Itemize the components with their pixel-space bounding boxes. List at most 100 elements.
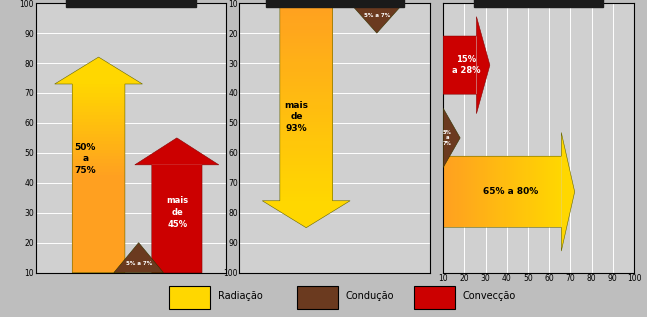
Polygon shape xyxy=(72,238,125,241)
Bar xyxy=(298,286,338,309)
Polygon shape xyxy=(280,155,333,158)
Text: 5% a 7%: 5% a 7% xyxy=(126,261,152,266)
Text: Convecção: Convecção xyxy=(462,291,516,301)
Polygon shape xyxy=(72,251,125,254)
Polygon shape xyxy=(72,248,125,251)
Polygon shape xyxy=(455,156,457,227)
Polygon shape xyxy=(526,156,528,227)
Polygon shape xyxy=(518,156,520,227)
Polygon shape xyxy=(280,128,333,132)
Text: Radiação: Radiação xyxy=(217,291,262,301)
Polygon shape xyxy=(280,29,333,33)
Polygon shape xyxy=(72,172,125,175)
Polygon shape xyxy=(451,156,453,227)
Polygon shape xyxy=(280,194,333,197)
Polygon shape xyxy=(72,213,125,216)
Polygon shape xyxy=(72,159,125,163)
Polygon shape xyxy=(280,181,333,184)
Polygon shape xyxy=(72,204,125,207)
Polygon shape xyxy=(280,23,333,26)
Polygon shape xyxy=(449,156,451,227)
Polygon shape xyxy=(72,103,125,106)
Title: FLUXO HORIZONTAL: FLUXO HORIZONTAL xyxy=(480,0,597,2)
Polygon shape xyxy=(280,92,333,95)
Polygon shape xyxy=(280,135,333,138)
Polygon shape xyxy=(280,53,333,56)
Polygon shape xyxy=(445,156,447,227)
Polygon shape xyxy=(280,79,333,82)
Polygon shape xyxy=(280,171,333,174)
Polygon shape xyxy=(502,156,504,227)
Polygon shape xyxy=(280,72,333,76)
Polygon shape xyxy=(475,156,477,227)
Polygon shape xyxy=(72,156,125,159)
Polygon shape xyxy=(72,122,125,125)
Text: 15%
a 28%: 15% a 28% xyxy=(452,55,481,75)
Polygon shape xyxy=(72,216,125,219)
Polygon shape xyxy=(280,76,333,79)
Polygon shape xyxy=(522,156,524,227)
Polygon shape xyxy=(465,156,467,227)
Polygon shape xyxy=(72,175,125,178)
Polygon shape xyxy=(280,46,333,49)
Polygon shape xyxy=(280,39,333,43)
Polygon shape xyxy=(516,156,518,227)
Polygon shape xyxy=(280,69,333,72)
Polygon shape xyxy=(280,26,333,29)
Polygon shape xyxy=(496,156,498,227)
Polygon shape xyxy=(280,86,333,89)
Polygon shape xyxy=(547,156,549,227)
Polygon shape xyxy=(457,156,459,227)
Polygon shape xyxy=(467,156,469,227)
Polygon shape xyxy=(530,156,532,227)
Polygon shape xyxy=(72,125,125,128)
Polygon shape xyxy=(479,156,481,227)
Polygon shape xyxy=(532,156,534,227)
Polygon shape xyxy=(510,156,512,227)
Polygon shape xyxy=(471,156,473,227)
Polygon shape xyxy=(280,102,333,105)
Polygon shape xyxy=(72,100,125,103)
Polygon shape xyxy=(280,165,333,168)
Polygon shape xyxy=(72,109,125,112)
Polygon shape xyxy=(463,156,465,227)
Polygon shape xyxy=(280,59,333,62)
Polygon shape xyxy=(280,43,333,46)
Polygon shape xyxy=(135,138,219,165)
Polygon shape xyxy=(72,112,125,115)
Polygon shape xyxy=(72,235,125,238)
Polygon shape xyxy=(72,197,125,200)
Polygon shape xyxy=(280,49,333,53)
Polygon shape xyxy=(72,219,125,222)
Polygon shape xyxy=(469,156,471,227)
Polygon shape xyxy=(280,125,333,128)
Polygon shape xyxy=(262,201,350,228)
Polygon shape xyxy=(72,131,125,134)
Polygon shape xyxy=(72,181,125,184)
Polygon shape xyxy=(151,165,202,273)
Polygon shape xyxy=(72,115,125,119)
Polygon shape xyxy=(72,184,125,188)
Polygon shape xyxy=(72,222,125,225)
Polygon shape xyxy=(459,156,461,227)
Polygon shape xyxy=(72,138,125,141)
Polygon shape xyxy=(72,169,125,172)
Polygon shape xyxy=(280,138,333,141)
Polygon shape xyxy=(481,156,483,227)
Polygon shape xyxy=(72,128,125,131)
Polygon shape xyxy=(72,266,125,269)
Polygon shape xyxy=(512,156,514,227)
Text: 5% a 7%: 5% a 7% xyxy=(364,13,390,18)
Polygon shape xyxy=(72,178,125,181)
Polygon shape xyxy=(280,122,333,125)
Polygon shape xyxy=(280,188,333,191)
Polygon shape xyxy=(555,156,557,227)
Text: 65% a 80%: 65% a 80% xyxy=(483,187,539,196)
Polygon shape xyxy=(72,141,125,144)
Polygon shape xyxy=(461,156,463,227)
Polygon shape xyxy=(562,133,575,251)
Polygon shape xyxy=(280,115,333,119)
Polygon shape xyxy=(280,184,333,188)
Polygon shape xyxy=(492,156,494,227)
Polygon shape xyxy=(528,156,530,227)
